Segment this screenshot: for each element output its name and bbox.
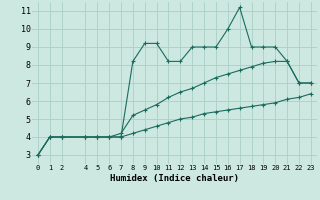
X-axis label: Humidex (Indice chaleur): Humidex (Indice chaleur) <box>110 174 239 183</box>
